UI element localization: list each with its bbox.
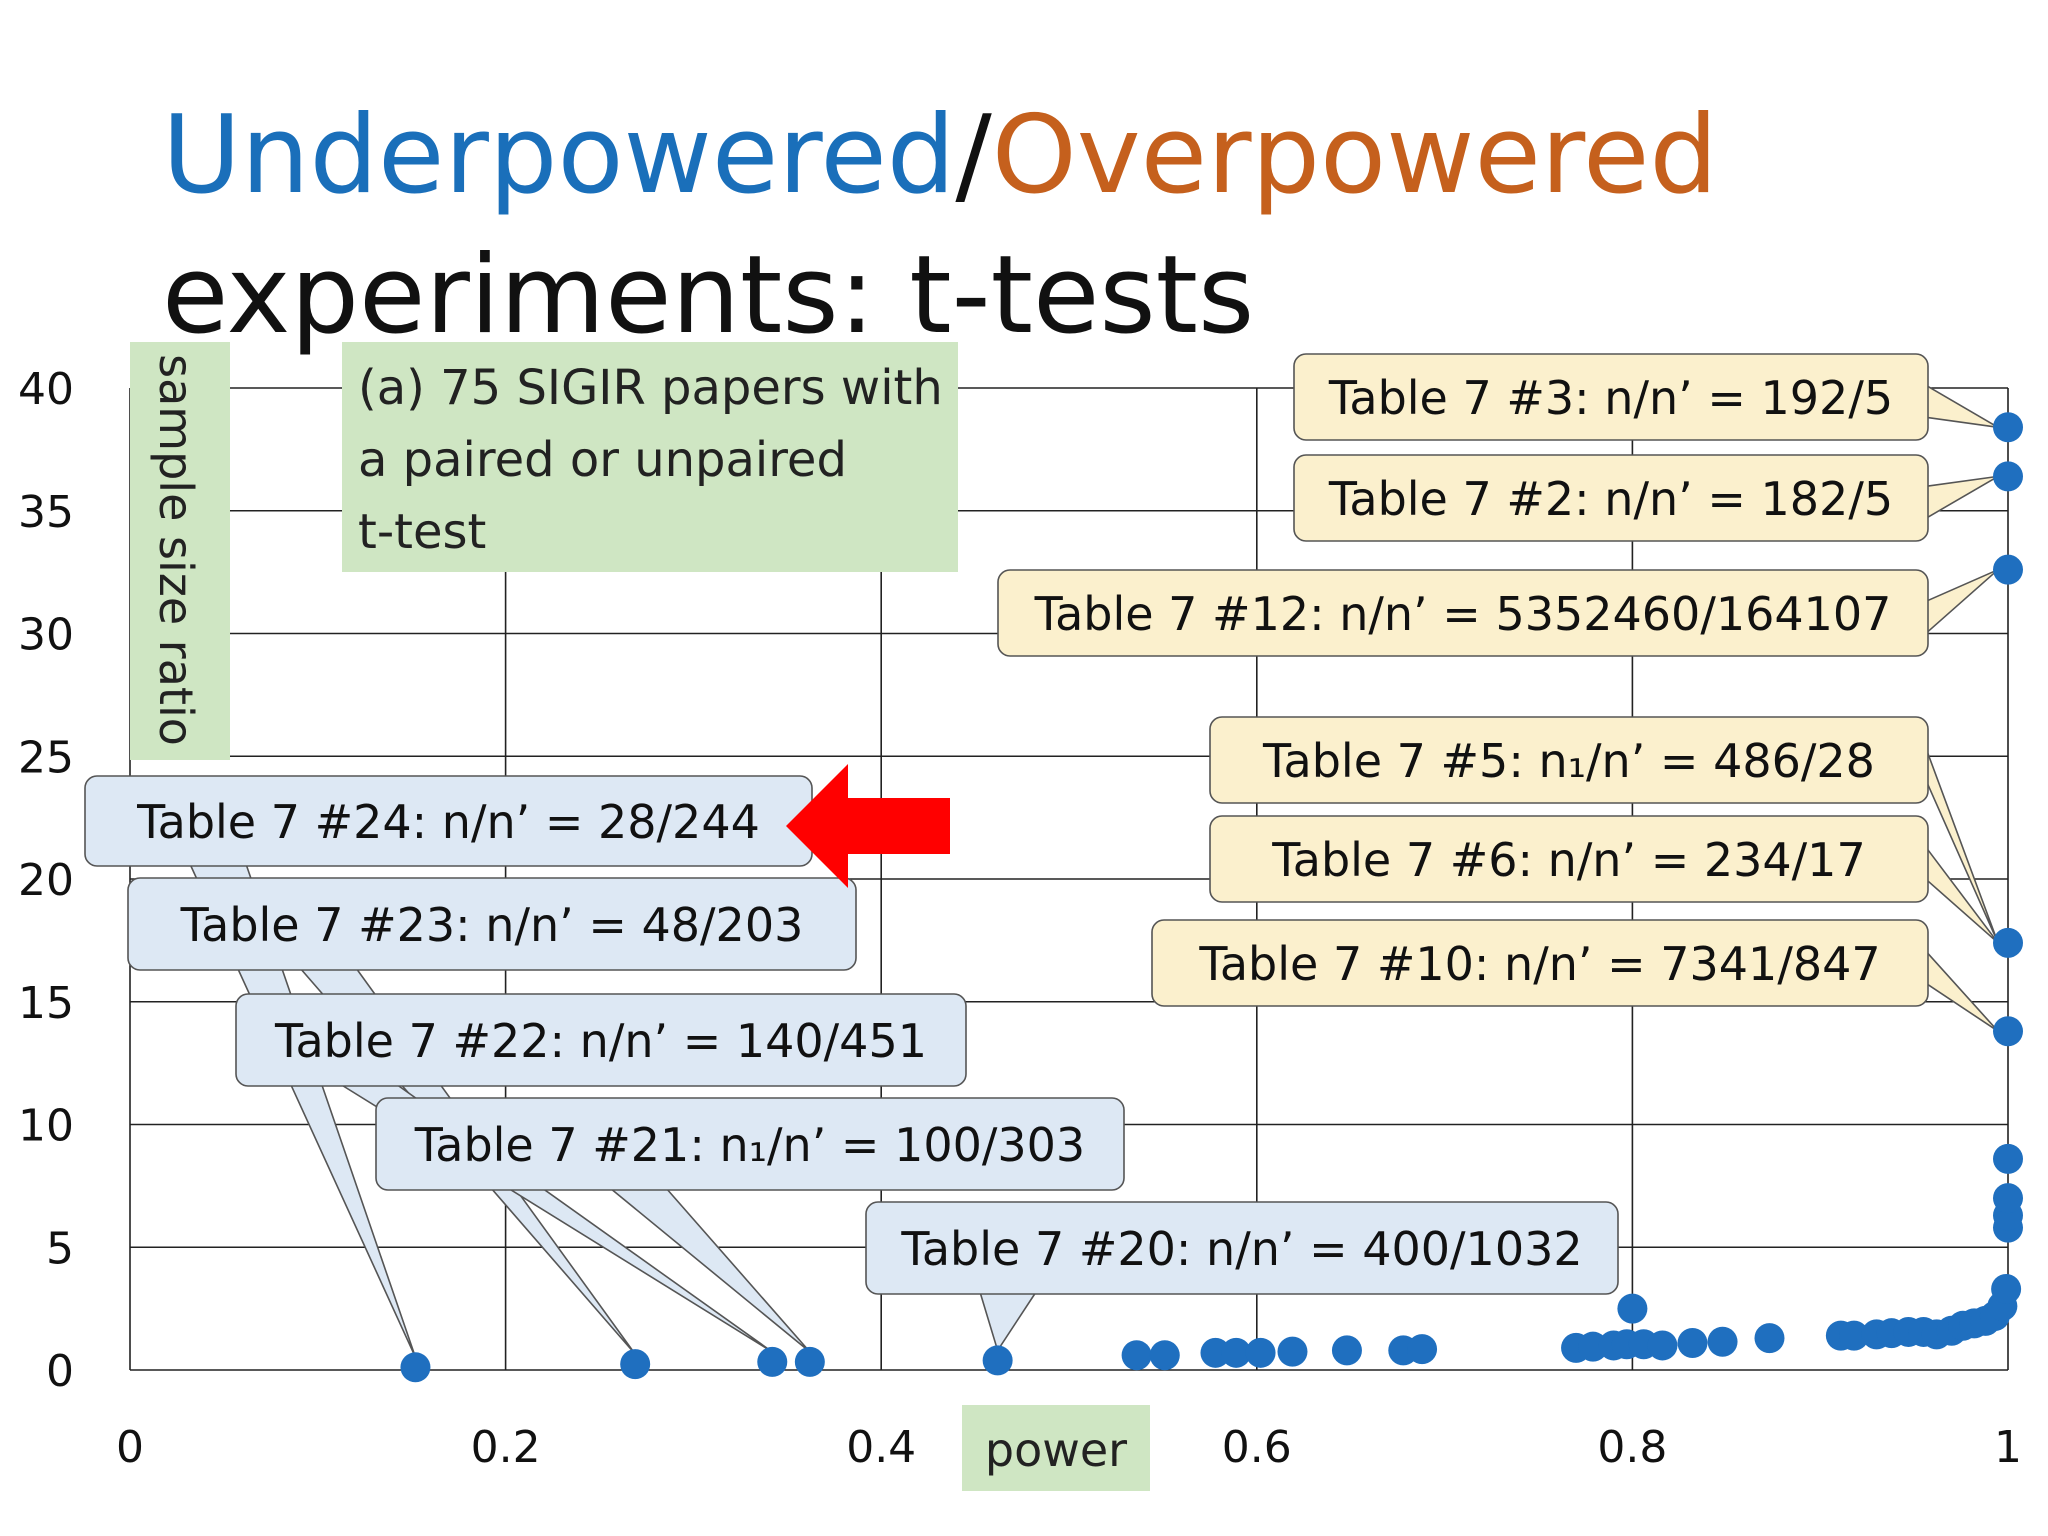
callout: Table 7 #3: n/n’ = 192/5 <box>1293 353 1999 441</box>
x-axis-label-bg <box>962 1405 1150 1491</box>
data-point <box>1993 461 2023 492</box>
data-point <box>620 1349 651 1380</box>
data-point <box>1839 1320 1870 1351</box>
page-subtitle: experiments: t-tests <box>162 233 1255 358</box>
x-tick-label: 0.8 <box>1597 1422 1667 1473</box>
data-point <box>1277 1336 1308 1367</box>
title-underpowered: Underpowered <box>162 93 956 218</box>
callout-label: Table 7 #6: n/n’ = 234/17 <box>1271 833 1865 887</box>
callout-label: Table 7 #2: n/n’ = 182/5 <box>1328 472 1893 526</box>
callout: Table 7 #6: n/n’ = 234/17 <box>1209 815 1999 944</box>
y-axis-label-bg <box>130 342 230 760</box>
callout-label: Table 7 #5: n₁/n’ = 486/28 <box>1262 734 1875 788</box>
data-point <box>1121 1340 1152 1371</box>
callout-label: Table 7 #3: n/n’ = 192/5 <box>1328 371 1893 425</box>
y-tick-label: 40 <box>18 364 74 415</box>
data-points <box>400 412 2023 1383</box>
callout: Table 7 #2: n/n’ = 182/5 <box>1293 454 1999 542</box>
data-point <box>1993 412 2023 443</box>
data-point <box>1754 1323 1785 1354</box>
callout-label: Table 7 #10: n/n’ = 7341/847 <box>1198 937 1880 991</box>
data-point <box>1991 1273 2022 1304</box>
callout-box <box>1293 454 1929 542</box>
data-point <box>1993 1016 2023 1047</box>
callout: Table 7 #12: n/n’ = 5352460/164107 <box>997 568 1999 657</box>
data-point <box>1707 1326 1738 1357</box>
highlight-arrow <box>786 764 950 888</box>
y-tick-label: 10 <box>18 1101 74 1152</box>
data-point <box>1993 927 2023 958</box>
data-point <box>1617 1293 1648 1324</box>
page-title: Underpowered/Overpowered <box>162 102 1718 210</box>
callout-pointer <box>979 1291 1037 1352</box>
data-point <box>1677 1327 1708 1358</box>
data-point <box>1331 1335 1362 1366</box>
note-box <box>342 342 958 572</box>
callout: Table 7 #21: n₁/n’ = 100/303 <box>375 1097 1125 1353</box>
callout-box <box>1293 353 1929 441</box>
callout-label: Table 7 #12: n/n’ = 5352460/164107 <box>1034 587 1892 641</box>
note-text-line: a paired or unpaired <box>358 432 847 488</box>
callout-box <box>1209 716 1929 804</box>
y-axis-label: sample size ratio <box>149 354 203 746</box>
title-separator: / <box>955 93 992 218</box>
data-point <box>1993 1183 2023 1214</box>
callout: Table 7 #24: n/n’ = 28/244 <box>84 775 813 1359</box>
note-text-line: (a) 75 SIGIR papers with <box>358 360 943 416</box>
x-tick-label: 1 <box>1994 1422 2022 1473</box>
data-point <box>1407 1334 1438 1365</box>
data-point <box>1993 1143 2023 1174</box>
x-tick-label: 0 <box>116 1422 144 1473</box>
callout-label: Table 7 #22: n/n’ = 140/451 <box>274 1014 927 1068</box>
callout: Table 7 #10: n/n’ = 7341/847 <box>1151 919 1999 1033</box>
callout-pointer <box>1925 384 1999 429</box>
data-point <box>1149 1340 1180 1371</box>
callout-box <box>235 993 967 1087</box>
data-point <box>1245 1337 1276 1368</box>
y-tick-label: 25 <box>18 732 74 783</box>
callout: Table 7 #5: n₁/n’ = 486/28 <box>1209 716 1999 944</box>
callout-box <box>1151 919 1929 1007</box>
callout-pointer <box>1925 475 1999 520</box>
callout-box <box>1209 815 1929 903</box>
data-point <box>757 1346 788 1377</box>
data-point <box>794 1346 825 1377</box>
y-tick-label: 35 <box>18 487 74 538</box>
callout-box <box>375 1097 1125 1191</box>
callout-pointer <box>1925 950 1999 1033</box>
x-tick-label: 0.4 <box>846 1422 916 1473</box>
y-tick-label: 0 <box>46 1346 74 1397</box>
x-tick-label: 0.6 <box>1222 1422 1292 1473</box>
data-point <box>1993 554 2023 585</box>
x-tick-label: 0.2 <box>471 1422 541 1473</box>
y-tick-label: 15 <box>18 978 74 1029</box>
callout-pointer <box>1925 747 1999 944</box>
callout-label: Table 7 #20: n/n’ = 400/1032 <box>900 1222 1582 1276</box>
callout-label: Table 7 #24: n/n’ = 28/244 <box>136 795 760 849</box>
x-axis-label: power <box>985 1423 1127 1477</box>
callout-box <box>997 569 1929 657</box>
callout-pointer <box>1925 568 1999 635</box>
data-point <box>400 1352 431 1383</box>
note-text-line: t-test <box>358 504 486 560</box>
y-tick-label: 20 <box>18 855 74 906</box>
callout-box <box>865 1201 1619 1295</box>
data-point <box>1647 1330 1678 1361</box>
callout: Table 7 #20: n/n’ = 400/1032 <box>865 1201 1619 1352</box>
callouts: Table 7 #24: n/n’ = 28/244 Table 7 #23: n… <box>84 353 1999 1359</box>
data-point <box>982 1345 1013 1376</box>
callout-box <box>127 877 857 971</box>
title-overpowered: Overpowered <box>991 93 1718 218</box>
y-tick-label: 5 <box>46 1223 74 1274</box>
callout-label: Table 7 #21: n₁/n’ = 100/303 <box>414 1118 1085 1172</box>
y-tick-label: 30 <box>18 610 74 661</box>
callout-label: Table 7 #23: n/n’ = 48/203 <box>180 898 804 952</box>
data-point <box>1221 1337 1252 1368</box>
data-point <box>1200 1337 1231 1368</box>
